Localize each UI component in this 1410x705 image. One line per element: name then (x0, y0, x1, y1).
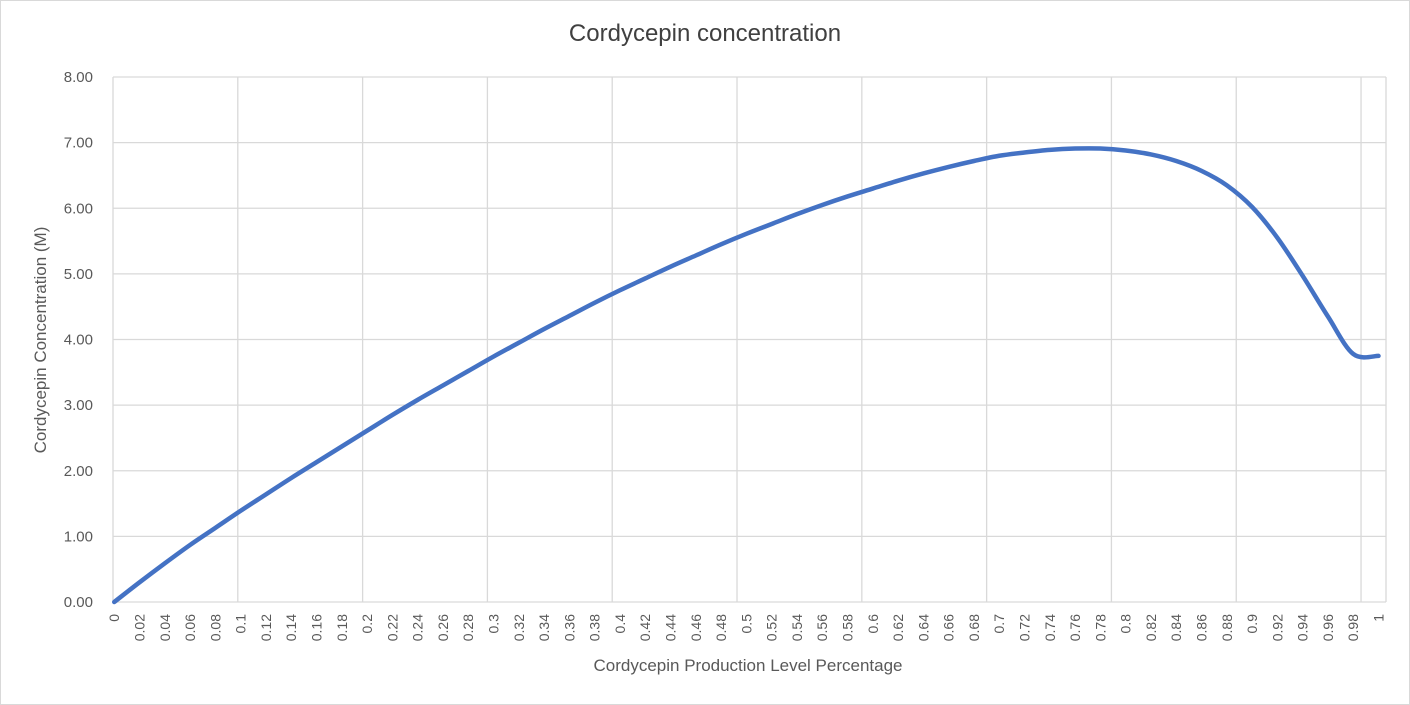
x-tick-label: 0.5 (738, 614, 754, 634)
x-tick-label: 0.72 (1017, 614, 1033, 641)
y-tick-label: 8.00 (64, 69, 93, 86)
series-line (111, 146, 1381, 605)
x-tick-label: 0.76 (1067, 614, 1083, 641)
x-tick-label: 0.86 (1194, 614, 1210, 641)
x-tick-label: 0.6 (865, 614, 881, 634)
x-tick-label: 0.64 (915, 614, 931, 641)
y-tick-label: 0.00 (64, 594, 93, 611)
x-gridlines (112, 77, 1387, 602)
x-tick-label: 0.02 (132, 614, 148, 641)
y-tick-label: 5.00 (64, 266, 93, 283)
x-tick-label: 0.82 (1143, 614, 1159, 641)
x-tick-label: 0.84 (1168, 614, 1184, 641)
x-tick-label: 0.52 (764, 614, 780, 641)
x-tick-label: 0.22 (384, 614, 400, 641)
x-tick-label: 0.92 (1269, 614, 1285, 641)
x-tick-label: 0.16 (309, 614, 325, 641)
x-tick-label: 0.66 (941, 614, 957, 641)
x-tick-label: 0.94 (1295, 614, 1311, 641)
x-tick-label: 0.26 (435, 614, 451, 641)
x-tick-label: 0.14 (283, 614, 299, 641)
x-tick-label: 0.78 (1092, 614, 1108, 641)
x-tick-label: 0.46 (688, 614, 704, 641)
x-tick-label: 0.36 (561, 614, 577, 641)
x-tick-label: 0.24 (410, 614, 426, 641)
x-tick-label: 0.8 (1118, 614, 1134, 634)
x-tick-label: 0 (106, 614, 122, 622)
x-tick-label: 0.88 (1219, 614, 1235, 641)
x-tick-label: 1 (1371, 614, 1387, 622)
x-tick-label: 0.7 (991, 614, 1007, 634)
x-tick-label: 0.62 (890, 614, 906, 641)
x-tick-label: 0.04 (157, 614, 173, 641)
x-tick-label: 0.44 (663, 614, 679, 641)
y-tick-label: 1.00 (64, 528, 93, 545)
x-tick-label: 0.96 (1320, 614, 1336, 641)
y-tick-label: 2.00 (64, 463, 93, 480)
y-tick-label: 3.00 (64, 397, 93, 414)
x-tick-label: 0.42 (637, 614, 653, 641)
y-gridlines (113, 76, 1386, 603)
x-tick-label: 0.68 (966, 614, 982, 641)
x-tick-label: 0.32 (511, 614, 527, 641)
x-tick-label: 0.98 (1345, 614, 1361, 641)
x-tick-label: 0.18 (334, 614, 350, 641)
x-tick-label: 0.58 (840, 614, 856, 641)
x-axis-label: Cordycepin Production Level Percentage (593, 656, 903, 675)
y-tick-label: 6.00 (64, 200, 93, 217)
x-tick-label: 0.4 (612, 614, 628, 634)
series-group (111, 146, 1381, 605)
x-tick-label: 0.34 (536, 614, 552, 641)
chart-title: Cordycepin concentration (568, 20, 842, 47)
x-tick-label: 0.06 (182, 614, 198, 641)
x-tick-label: 0.1 (233, 614, 249, 634)
x-tick-label: 0.54 (789, 614, 805, 641)
x-tick-label: 0.3 (486, 614, 502, 634)
y-tick-labels: 0.00 1.00 2.00 3.00 4.00 5.00 6.00 7.00 8.00 (64, 69, 93, 611)
x-tick-label: 0.74 (1042, 614, 1058, 641)
y-tick-label: 4.00 (64, 332, 93, 349)
x-tick-label: 0.38 (587, 614, 603, 641)
x-tick-label: 0.48 (713, 614, 729, 641)
x-tick-labels: 0 0.02 0.04 0.06 0.08 0.1 0.12 0.14 0.16 0.18 0.2 0… (106, 614, 1386, 641)
x-tick-label: 0.9 (1244, 614, 1260, 634)
x-tick-label: 0.08 (207, 614, 223, 641)
x-tick-label: 0.28 (460, 614, 476, 641)
x-tick-label: 0.12 (258, 614, 274, 641)
x-tick-label: 0.56 (814, 614, 830, 641)
x-tick-label: 0.2 (359, 614, 375, 634)
y-tick-label: 7.00 (64, 135, 93, 152)
